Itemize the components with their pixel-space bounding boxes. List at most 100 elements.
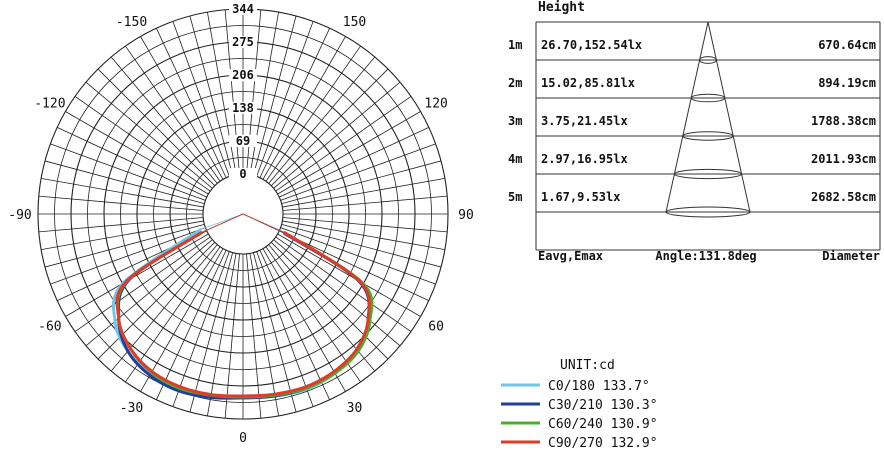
polar-spoke (38, 195, 204, 211)
polar-spoke (85, 81, 213, 189)
row-height-label: 5m (508, 190, 522, 204)
angle-label: -120 (34, 97, 65, 112)
footer-eavg-emax: Eavg,Emax (538, 249, 603, 263)
polar-spoke (246, 253, 262, 419)
polar-spoke (281, 223, 442, 268)
row-illuminance: 2.97,16.95lx (541, 152, 628, 166)
legend-label-1: C30/210 130.3° (548, 398, 658, 413)
polar-spoke (277, 233, 421, 317)
polar-spoke (41, 220, 204, 250)
polar-spoke (275, 236, 412, 332)
polar-spoke (224, 253, 240, 419)
polar-spoke (282, 220, 445, 250)
radial-tick-bg (229, 69, 257, 82)
series-start-ray-0 (200, 213, 244, 230)
radial-tick-bg (229, 168, 257, 180)
polar-spoke (74, 236, 211, 332)
polar-spoke (41, 178, 204, 208)
legend-unit-label: UNIT:cd (560, 358, 615, 373)
polar-spoke (65, 233, 209, 317)
illuminance-table: Height 1m 26.70,152.54lx 670.64cm 2m 15.02,85… (508, 0, 881, 263)
polar-spoke (259, 250, 330, 400)
cone-left-edge (665, 21, 709, 213)
polar-spoke (189, 252, 234, 413)
polar-spoke (262, 248, 346, 392)
polar-spoke (189, 15, 234, 176)
radial-tick-label: 138 (232, 101, 254, 115)
radial-tick-label: 0 (239, 167, 246, 181)
polar-spoke (207, 253, 237, 416)
polar-spoke (259, 28, 330, 178)
angle-label: 0 (239, 431, 247, 446)
polar-spoke (271, 68, 389, 186)
angle-label: -90 (8, 208, 31, 223)
cone-ellipse (665, 206, 751, 218)
polar-spoke (282, 178, 445, 208)
polar-spoke (125, 45, 221, 182)
angle-label: -150 (116, 15, 147, 30)
polar-spoke (252, 15, 297, 176)
polar-spoke (172, 21, 230, 177)
polar-spoke (280, 227, 436, 285)
row-illuminance: 1.67,9.53lx (541, 190, 620, 204)
radial-tick-label: 344 (232, 2, 254, 16)
polar-spoke (279, 127, 429, 198)
row-diameter: 670.64cm (818, 38, 876, 52)
row-diameter: 2011.93cm (811, 152, 876, 166)
row-diameter: 1788.38cm (811, 114, 876, 128)
legend-label-3: C90/270 132.9° (548, 436, 658, 450)
polar-spoke (85, 239, 213, 347)
row-illuminance: 26.70,152.54lx (541, 38, 642, 52)
row-illuminance: 15.02,85.81lx (541, 76, 635, 90)
polar-spoke (268, 56, 376, 184)
polar-spoke (110, 56, 218, 184)
polar-spoke (97, 242, 215, 360)
polar-spoke (172, 251, 230, 407)
cone-ellipse (690, 93, 726, 103)
polar-spoke (265, 45, 361, 182)
angle-label: 30 (347, 401, 363, 416)
angle-label: 90 (458, 208, 474, 223)
radial-tick-bg (229, 36, 257, 49)
row-diameter: 2682.58cm (811, 190, 876, 204)
radial-tick-label: 275 (232, 35, 254, 49)
polar-spoke (97, 68, 215, 186)
polar-spoke (282, 217, 448, 233)
polar-spokes (38, 9, 448, 419)
polar-spoke (44, 223, 205, 268)
cone-right-edge (707, 21, 751, 213)
series-start-ray-3 (201, 213, 244, 233)
polar-spoke (50, 143, 206, 201)
polar-spoke (140, 36, 224, 180)
polar-spoke (207, 12, 237, 175)
polar-spoke (277, 111, 421, 195)
polar-spoke (281, 160, 442, 205)
chart-legend: UNIT:cd C0/180 133.7° C30/210 130.3° C60/24… (501, 358, 658, 450)
row-height-label: 1m (508, 38, 522, 52)
radial-tick-bg (229, 134, 257, 147)
polar-spoke (256, 21, 314, 177)
radial-tick-bg (229, 101, 257, 114)
angle-label: 150 (343, 15, 366, 30)
polar-spoke (125, 246, 221, 383)
cone-ellipse (699, 56, 717, 64)
radial-tick-label: 206 (232, 68, 254, 82)
legend-label-0: C0/180 133.7° (548, 379, 650, 394)
polar-spoke (65, 111, 209, 195)
legend-label-2: C60/240 130.9° (548, 417, 658, 432)
polar-spoke (38, 217, 204, 233)
polar-spoke (249, 12, 279, 175)
footer-angle: Angle:131.8deg (655, 249, 756, 263)
angle-label: -30 (120, 401, 143, 416)
row-height-label: 2m (508, 76, 522, 90)
polar-spoke (57, 127, 207, 198)
polar-diagram: 0 69 138 206 275 344 0 30 60 90 120 150 -150 -120 -90 -… (8, 2, 474, 446)
footer-diameter: Diameter (822, 249, 880, 263)
polar-spoke (282, 195, 448, 211)
row-diameter: 894.19cm (818, 76, 876, 90)
polar-spoke (273, 81, 401, 189)
series-curve-3 (115, 230, 371, 398)
polar-spoke (252, 252, 297, 413)
angle-label: -60 (38, 320, 61, 335)
polar-spoke (249, 253, 279, 416)
